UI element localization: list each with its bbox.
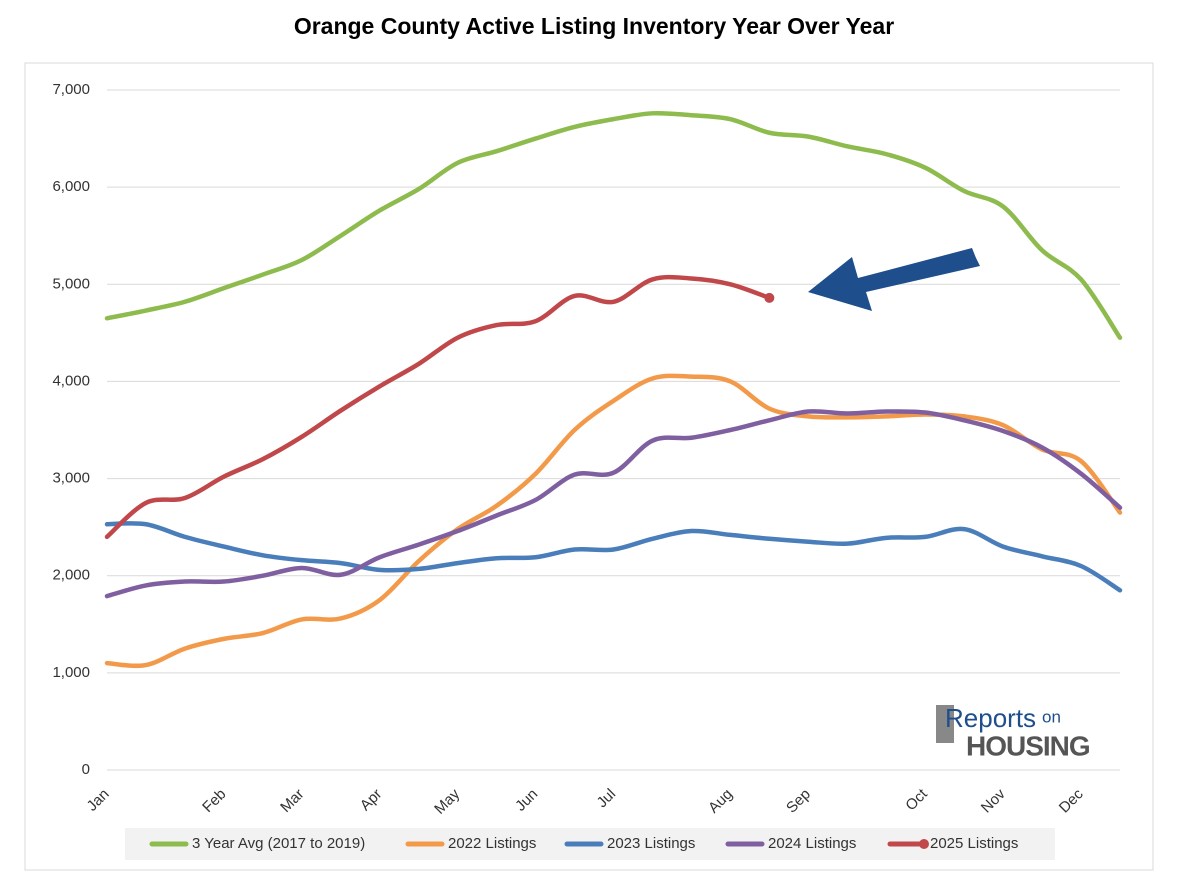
y-tick-label: 6,000 — [52, 178, 90, 195]
legend-label: 2022 Listings — [448, 835, 536, 852]
logo: Reports on HOUSING — [936, 703, 1091, 761]
series-line — [104, 409, 1123, 599]
legend-marker — [919, 839, 929, 849]
chart-frame — [24, 62, 1154, 871]
y-tick-label: 0 — [82, 761, 90, 778]
y-tick-label: 5,000 — [52, 275, 90, 292]
series-line — [104, 521, 1123, 593]
series-line — [104, 373, 1123, 669]
series-line — [104, 110, 1123, 340]
series-line — [104, 274, 772, 540]
legend: 3 Year Avg (2017 to 2019) 2022 Listings 20… — [149, 835, 1018, 852]
legend-label: 2024 Listings — [768, 835, 856, 852]
end-marker — [764, 292, 775, 303]
logo-word: on — [1042, 707, 1061, 726]
logo-word: HOUSING — [966, 730, 1090, 761]
y-tick-label: 1,000 — [52, 664, 90, 681]
arrow — [808, 248, 980, 311]
y-tick-label: 7,000 — [52, 81, 90, 98]
logo-word: Reports — [945, 703, 1036, 733]
y-tick-label: 2,000 — [52, 567, 90, 584]
legend-label: 2025 Listings — [930, 835, 1018, 852]
chart-title: Orange County Active Listing Inventory Y… — [294, 13, 894, 39]
legend-label: 2023 Listings — [607, 835, 695, 852]
y-tick-label: 3,000 — [52, 470, 90, 487]
y-tick-label: 4,000 — [52, 372, 90, 389]
legend-label: 3 Year Avg (2017 to 2019) — [192, 835, 365, 852]
logo-icon — [936, 705, 954, 743]
